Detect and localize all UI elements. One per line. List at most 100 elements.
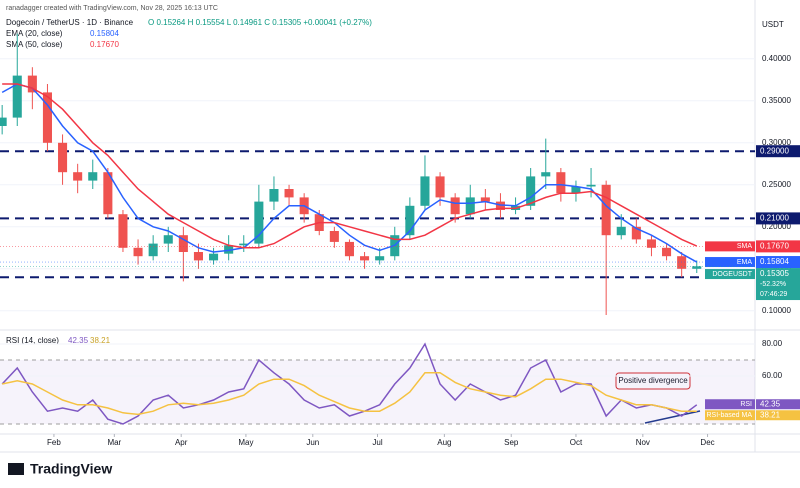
y-tick-label: 0.25000 (762, 180, 791, 189)
level-badge (756, 145, 800, 158)
credit: ranadagger created with TradingView.com,… (6, 5, 218, 12)
y-tick-label: 0.10000 (762, 306, 791, 315)
price-detail: -52.32% (760, 281, 786, 288)
candle-body (375, 256, 385, 261)
series-line (2, 83, 698, 249)
candle-body (239, 243, 249, 246)
value-badge (756, 410, 800, 421)
candle-body (526, 176, 536, 206)
ema-legend-value: 0.15804 (90, 29, 119, 38)
candle-body (465, 197, 475, 215)
candle-body (556, 172, 566, 194)
candle-body (254, 201, 264, 244)
annotation-box (615, 372, 691, 390)
candle-body (133, 247, 143, 257)
value-label: 38.21 (760, 410, 781, 419)
name-badge (705, 241, 755, 252)
rsi-legend: RSI (14, close) (6, 336, 59, 345)
name-badge (705, 269, 755, 280)
y-tick-label: 0.30000 (762, 138, 791, 147)
candle-body (420, 176, 430, 206)
candle-body (148, 243, 158, 257)
price-unit: USDT (762, 20, 784, 29)
candle-body (692, 266, 702, 269)
candle-body (450, 197, 460, 215)
x-tick-label: Sep (504, 438, 519, 447)
candle-body (601, 184, 611, 236)
candle-body (495, 201, 505, 210)
name-badge (705, 399, 755, 410)
price-label: 0.15804 (760, 257, 789, 266)
y-tick-label: 0.20000 (762, 222, 791, 231)
candle-body (224, 245, 234, 254)
price-label: 0.15305 (760, 269, 789, 278)
y-tick-label: 0.35000 (762, 96, 791, 105)
name-label: EMA (737, 259, 753, 266)
candle-body (42, 92, 52, 143)
divergence-annotation: Positive divergence (615, 372, 701, 424)
price-badge (756, 268, 800, 301)
candle-body (0, 117, 7, 126)
price-badge (756, 256, 800, 269)
candle-body (405, 205, 415, 236)
name-label: SMA (737, 243, 753, 250)
candle-body (616, 226, 626, 236)
series-line (2, 372, 697, 416)
candle-body (360, 256, 370, 261)
x-tick-label: Dec (700, 438, 714, 447)
candle-body (646, 239, 656, 248)
symbol-title: Dogecoin / TetherUS · 1D · Binance (6, 18, 134, 27)
sma-legend-value: 0.17670 (90, 40, 119, 49)
candle-body (631, 226, 641, 240)
candle-body (178, 235, 188, 252)
value-label: 42.35 (760, 399, 781, 408)
x-tick-label: Apr (175, 438, 188, 447)
y-tick-label: 60.00 (762, 371, 783, 380)
price-detail: 07:46:29 (760, 291, 787, 298)
rsi-ma-legend-value: 38.21 (90, 336, 111, 345)
name-label: RSI-based MA (706, 412, 752, 419)
name-badge (705, 257, 755, 268)
ema-legend: EMA (20, close) (6, 29, 63, 38)
candle-body (662, 247, 672, 257)
candle-body (480, 197, 490, 202)
candle-body (103, 172, 113, 215)
x-tick-label: Mar (107, 438, 121, 447)
sma-legend: SMA (50, close) (6, 40, 63, 49)
logo-mark (8, 463, 24, 475)
candle-body (209, 253, 219, 261)
level-label: 0.29000 (760, 146, 789, 155)
y-tick-label: 80.00 (762, 339, 783, 348)
ohlc: O 0.15264 H 0.15554 L 0.14961 C 0.15305 … (148, 18, 372, 27)
name-label: DOGEUSDT (712, 271, 752, 278)
x-tick-label: Feb (47, 438, 61, 447)
name-label: RSI (740, 401, 752, 408)
candle-body (27, 75, 37, 93)
annotation-text: Positive divergence (618, 376, 688, 385)
value-badge (756, 399, 800, 410)
x-tick-label: Nov (636, 438, 650, 447)
y-tick-label: 0.40000 (762, 54, 791, 63)
divergence-line (644, 410, 701, 424)
level-badge (756, 212, 800, 225)
candle-body (586, 184, 596, 187)
rsi-legend-value: 42.35 (68, 336, 89, 345)
candle-body (541, 172, 551, 177)
candle-body (118, 214, 128, 248)
x-tick-label: Aug (437, 438, 451, 447)
candle-body (571, 186, 581, 194)
candle-body (58, 142, 68, 173)
candle-body (163, 235, 173, 244)
rsi-band (0, 360, 755, 424)
x-tick-label: Jul (372, 438, 382, 447)
candle-body (677, 256, 687, 269)
series-line (1, 83, 698, 263)
candle-body (284, 189, 294, 198)
price-badge (756, 240, 800, 253)
x-tick-label: Jun (306, 438, 319, 447)
candle-body (88, 172, 98, 181)
candle-body (269, 189, 279, 202)
candle-body (73, 172, 83, 181)
x-tick-label: May (238, 438, 253, 447)
